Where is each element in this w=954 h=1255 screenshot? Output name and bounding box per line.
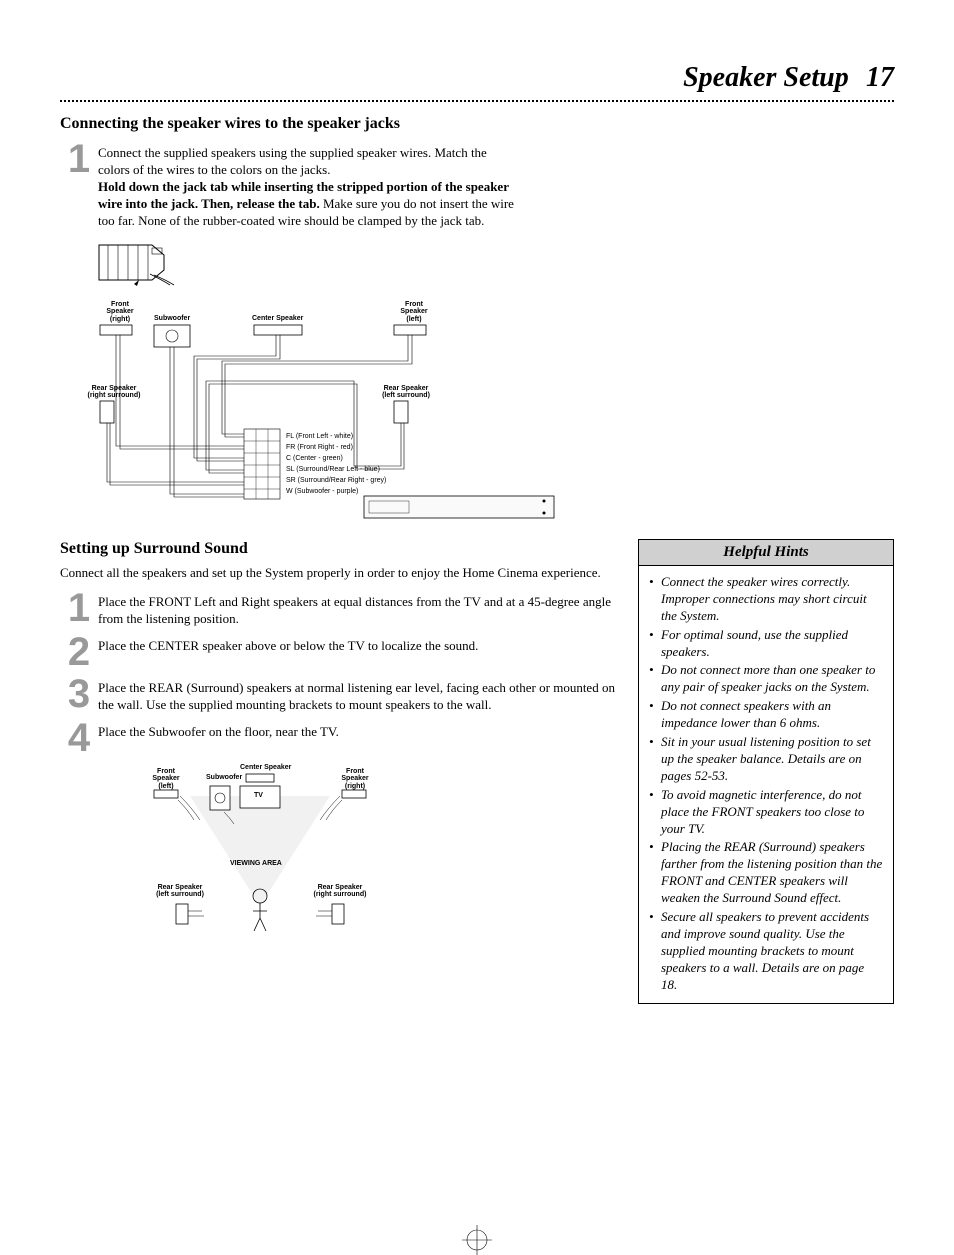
sn-4: 4 xyxy=(60,720,98,756)
jack-illustration xyxy=(94,240,894,291)
step-4-surround: 4 Place the Subwoofer on the floor, near… xyxy=(60,720,618,756)
hints-body: Connect the speaker wires correctly. Imp… xyxy=(639,566,893,1003)
hint-4: Sit in your usual listening position to … xyxy=(649,734,883,785)
placement-diagram: Center Speaker Subwoofer TV Front Speake… xyxy=(110,766,410,946)
section-connecting: Connecting the speaker wires to the spea… xyxy=(60,114,894,520)
pl-rl: Rear Speaker (left surround) xyxy=(150,884,210,899)
step-1-text: Connect the supplied speakers using the … xyxy=(98,141,518,229)
legend-0: FL (Front Left - white) xyxy=(286,431,386,442)
hint-3: Do not connect speakers with an impedanc… xyxy=(649,698,883,732)
surround-intro: Connect all the speakers and set up the … xyxy=(60,565,618,582)
page-number xyxy=(852,62,866,93)
hint-0: Connect the speaker wires correctly. Imp… xyxy=(649,574,883,625)
col-left: Setting up Surround Sound Connect all th… xyxy=(60,539,618,946)
st-1: Place the FRONT Left and Right speakers … xyxy=(98,590,618,628)
label-rear-left: Rear Speaker (left surround) xyxy=(376,385,436,400)
hint-7: Secure all speakers to prevent accidents… xyxy=(649,909,883,993)
step-number-1a: 1 xyxy=(60,141,98,177)
pl-tv: TV xyxy=(254,792,263,800)
step-1-surround: 1 Place the FRONT Left and Right speaker… xyxy=(60,590,618,628)
crop-mark-bottom xyxy=(462,1225,492,1255)
st-4: Place the Subwoofer on the floor, near t… xyxy=(98,720,618,741)
page-number-val: 17 xyxy=(866,62,894,93)
pl-rr: Rear Speaker (right surround) xyxy=(310,884,370,899)
helpful-hints-box: Helpful Hints Connect the speaker wires … xyxy=(638,539,894,1005)
sn-1: 1 xyxy=(60,590,98,626)
step-2-surround: 2 Place the CENTER speaker above or belo… xyxy=(60,634,618,670)
page-title-text: Speaker Setup xyxy=(683,62,849,93)
step-1-connecting: 1 Connect the supplied speakers using th… xyxy=(60,141,894,229)
pl-fr: Front Speaker (right) xyxy=(335,768,375,791)
hints-title: Helpful Hints xyxy=(639,540,893,567)
legend-3: SL (Surround/Rear Left - blue) xyxy=(286,464,386,475)
sn-3: 3 xyxy=(60,676,98,712)
legend-1: FR (Front Right - red) xyxy=(286,442,386,453)
wiring-diagram: Front Speaker (right) Subwoofer Center S… xyxy=(94,301,564,521)
hint-2: Do not connect more than one speaker to … xyxy=(649,662,883,696)
step1-text-a: Connect the supplied speakers using the … xyxy=(98,145,487,177)
pl-sub: Subwoofer xyxy=(206,774,242,782)
pl-center: Center Speaker xyxy=(240,764,291,772)
step-3-surround: 3 Place the REAR (Surround) speakers at … xyxy=(60,676,618,714)
st-3: Place the REAR (Surround) speakers at no… xyxy=(98,676,618,714)
wiring-legend: FL (Front Left - white) FR (Front Right … xyxy=(286,431,386,498)
hint-5: To avoid magnetic interference, do not p… xyxy=(649,787,883,838)
sn-2: 2 xyxy=(60,634,98,670)
legend-5: W (Subwoofer - purple) xyxy=(286,486,386,497)
page-header: Speaker Setup 17 xyxy=(60,60,894,102)
heading-surround: Setting up Surround Sound xyxy=(60,539,618,560)
legend-2: C (Center - green) xyxy=(286,453,386,464)
st-2: Place the CENTER speaker above or below … xyxy=(98,634,618,655)
heading-connecting: Connecting the speaker wires to the spea… xyxy=(60,114,894,135)
two-column-area: Setting up Surround Sound Connect all th… xyxy=(60,539,894,1005)
legend-4: SR (Surround/Rear Right - grey) xyxy=(286,475,386,486)
hint-6: Placing the REAR (Surround) speakers far… xyxy=(649,839,883,907)
label-rear-right: Rear Speaker (right surround) xyxy=(84,385,144,400)
pl-viewing: VIEWING AREA xyxy=(230,860,282,868)
pl-fl: Front Speaker (left) xyxy=(146,768,186,791)
hint-1: For optimal sound, use the supplied spea… xyxy=(649,627,883,661)
